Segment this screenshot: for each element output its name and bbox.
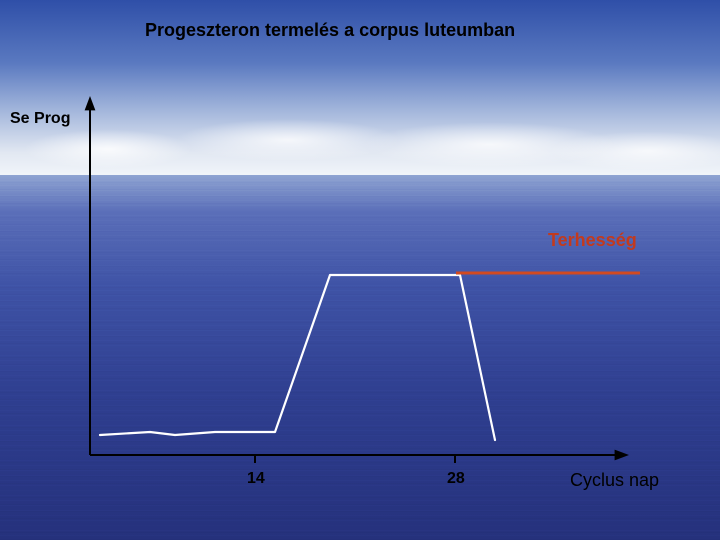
x-axis-arrow-icon [615, 450, 629, 461]
pregnancy-annotation: Terhesség [548, 230, 637, 251]
x-tick-label-28: 28 [447, 470, 465, 488]
y-axis-label: Se Prog [10, 110, 70, 128]
x-axis-label: Cyclus nap [570, 470, 659, 491]
chart-svg [0, 0, 720, 540]
slide-stage: Progeszteron termelés a corpus luteumban… [0, 0, 720, 540]
x-tick-label-14: 14 [247, 470, 265, 488]
chart-title: Progeszteron termelés a corpus luteumban [145, 20, 515, 41]
y-axis-arrow-icon [85, 96, 96, 110]
progesterone-curve [100, 275, 495, 440]
